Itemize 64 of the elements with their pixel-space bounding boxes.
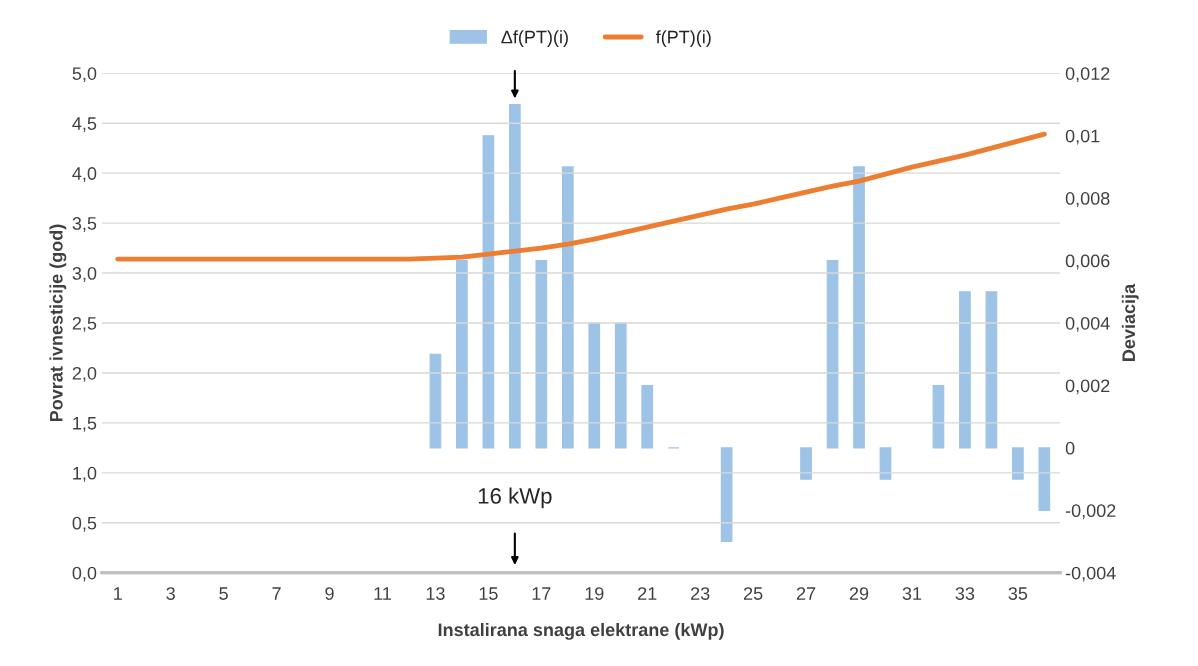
- x-tick-label: 17: [532, 587, 551, 600]
- y-tick-label: 1,0: [73, 466, 97, 482]
- x-tick-label: 5: [219, 587, 228, 600]
- bar: [932, 384, 945, 449]
- y-tick-label: 3,0: [72, 266, 97, 282]
- line-series: [115, 131, 1047, 262]
- y2-tick-label: 0,01: [1065, 129, 1100, 145]
- x-tick-label: 1: [114, 587, 122, 600]
- y-tick-label: 4,5: [72, 117, 97, 133]
- x-tick-label: 15: [479, 587, 498, 600]
- y2-tick-label: 0,008: [1065, 192, 1110, 207]
- y2-tick-label: -0,002: [1065, 504, 1116, 520]
- bar: [535, 260, 548, 449]
- bar: [985, 291, 998, 449]
- y-tick-label: 2,0: [72, 366, 97, 382]
- x-tick-label: 33: [955, 587, 975, 600]
- bar: [588, 322, 601, 449]
- y2-tick-label: 0,004: [1065, 316, 1110, 332]
- bar: [800, 447, 812, 480]
- bar: [1012, 447, 1024, 480]
- x-tick-label: 29: [849, 587, 869, 600]
- y2-tick-label: -0,004: [1065, 566, 1116, 582]
- x-tick-label: 11: [374, 587, 391, 600]
- bar: [456, 260, 468, 449]
- y-tick-label: 4,0: [72, 167, 97, 183]
- x-axis-title: Instalirana snaga elektrane (kWp): [438, 622, 724, 640]
- x-tick-label: 19: [585, 587, 604, 600]
- bar: [1038, 447, 1051, 511]
- bar: [614, 322, 627, 449]
- x-tick-label: 27: [796, 587, 816, 600]
- y-tick-label: 5,0: [72, 67, 97, 83]
- y2-tick-label: 0,012: [1065, 67, 1110, 83]
- x-tick-label: 31: [902, 587, 922, 600]
- annotation: 16 kWp: [478, 487, 552, 509]
- x-tick-label: 23: [691, 587, 710, 600]
- x-tick-label: 9: [325, 587, 334, 600]
- x-tick-label: 3: [166, 587, 175, 600]
- legend-label: Δf(PT)(i): [501, 30, 568, 48]
- bar: [720, 447, 733, 543]
- y-tick-label: 0,0: [72, 566, 97, 582]
- y2-tick-label: 0,002: [1065, 379, 1110, 395]
- legend-label: f(PT)(i): [655, 30, 711, 48]
- bar: [826, 260, 839, 449]
- bar: [879, 447, 892, 480]
- y2-tick-label: 0,006: [1065, 254, 1110, 270]
- bar: [561, 166, 574, 449]
- bar: [959, 291, 971, 449]
- y-tick-label: 3,5: [72, 217, 97, 232]
- y-tick-label: 1,5: [73, 417, 97, 432]
- y-axis-title: Povrat ivnesticije (god): [49, 224, 67, 422]
- x-tick-label: 25: [743, 587, 763, 600]
- y-tick-label: 0,5: [72, 516, 97, 532]
- bar: [429, 353, 442, 449]
- y-tick-label: 2,5: [72, 316, 97, 332]
- x-tick-label: 7: [272, 587, 281, 600]
- x-tick-label: 21: [638, 587, 657, 600]
- x-tick-label: 13: [426, 587, 445, 600]
- bar: [508, 103, 521, 449]
- x-tick-label: 35: [1008, 587, 1028, 600]
- bar: [853, 166, 865, 449]
- bar: [482, 135, 495, 449]
- y2-tick-label: 0: [1065, 441, 1075, 455]
- y2-axis-title: Deviacija: [1121, 283, 1139, 361]
- bar: [641, 384, 654, 449]
